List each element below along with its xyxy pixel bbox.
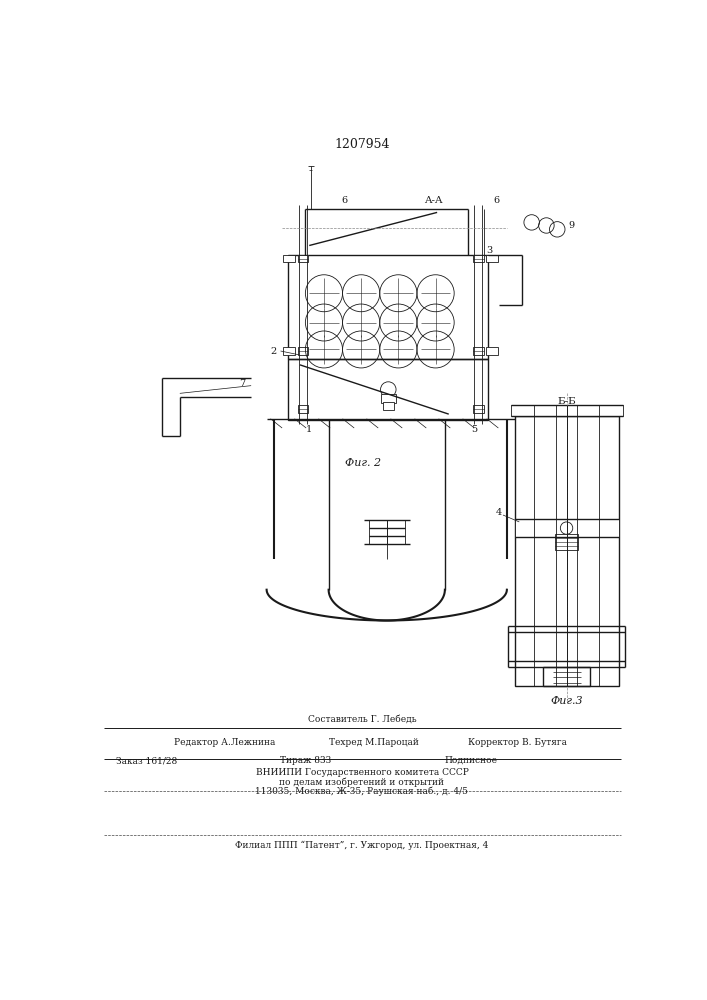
Text: 7: 7: [240, 379, 246, 388]
Text: Фиг. 2: Фиг. 2: [346, 458, 382, 468]
Bar: [515, 519, 619, 537]
Bar: [298, 347, 308, 355]
Text: A-A: A-A: [424, 196, 443, 205]
Bar: [515, 416, 619, 686]
Text: ВНИИПИ Государственного комитета СССР: ВНИИПИ Государственного комитета СССР: [255, 768, 469, 777]
Text: 6: 6: [493, 196, 500, 205]
Bar: [380, 394, 396, 403]
Bar: [473, 255, 484, 262]
Bar: [473, 347, 484, 355]
Text: 113035, Москва, Ж-35, Раушская наб., д. 4/5: 113035, Москва, Ж-35, Раушская наб., д. …: [255, 787, 469, 796]
Text: 2: 2: [271, 347, 276, 356]
Text: 3: 3: [486, 246, 493, 255]
Text: Б-Б: Б-Б: [557, 397, 576, 406]
Bar: [288, 359, 488, 420]
Bar: [486, 347, 498, 355]
Bar: [383, 402, 394, 410]
Bar: [283, 255, 296, 262]
Text: Фиг.3: Фиг.3: [550, 696, 583, 706]
Text: 1207954: 1207954: [334, 138, 390, 151]
Bar: [298, 405, 308, 413]
Text: 1: 1: [306, 425, 312, 434]
Text: Подписное: Подписное: [445, 756, 498, 765]
Text: Редактор А.Лежнина: Редактор А.Лежнина: [174, 738, 275, 747]
Bar: [473, 405, 484, 413]
Text: 6: 6: [341, 196, 347, 205]
Bar: [555, 534, 578, 550]
Text: 4: 4: [496, 508, 502, 517]
Text: Филиал ППП “Патент”, г. Ужгород, ул. Проектная, 4: Филиал ППП “Патент”, г. Ужгород, ул. Про…: [235, 841, 489, 850]
Bar: [486, 255, 498, 262]
Text: Техред М.Пароцай: Техред М.Пароцай: [329, 738, 419, 747]
Bar: [298, 255, 308, 262]
Text: Корректор В. Бутяга: Корректор В. Бутяга: [468, 738, 567, 747]
Text: по делам изобретений и открытий: по делам изобретений и открытий: [279, 777, 445, 787]
Bar: [288, 255, 488, 359]
Text: 5: 5: [472, 425, 477, 434]
Text: Тираж 833: Тираж 833: [280, 756, 331, 765]
Text: Составитель Г. Лебедь: Составитель Г. Лебедь: [308, 715, 416, 724]
Text: 9: 9: [568, 221, 574, 230]
Bar: [510, 405, 623, 416]
Text: Заказ 161/28: Заказ 161/28: [115, 756, 177, 765]
Bar: [283, 347, 296, 355]
